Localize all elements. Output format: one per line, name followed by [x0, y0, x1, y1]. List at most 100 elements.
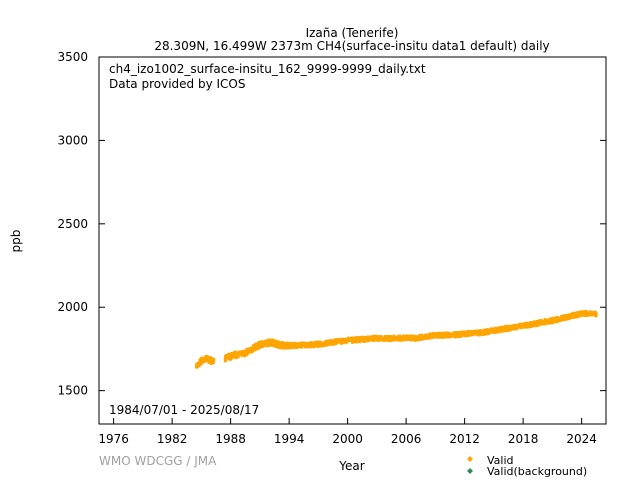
data-point	[455, 336, 457, 338]
provider-label: Data provided by ICOS	[109, 77, 245, 91]
x-axis-label: Year	[338, 459, 364, 473]
data-point	[478, 331, 480, 333]
data-point	[274, 341, 276, 343]
data-point	[391, 337, 393, 339]
data-point	[252, 348, 254, 350]
data-point	[201, 362, 203, 364]
data-point	[422, 338, 424, 340]
data-point	[313, 345, 315, 347]
data-point	[240, 352, 242, 354]
y-tick-label: 3500	[57, 50, 88, 64]
data-points	[195, 310, 598, 369]
data-point	[264, 343, 266, 345]
data-point	[211, 361, 213, 363]
data-point	[321, 344, 323, 346]
data-point	[204, 360, 206, 362]
data-point	[585, 314, 587, 316]
data-point	[517, 324, 519, 326]
data-point	[464, 335, 466, 337]
data-point	[411, 336, 413, 338]
chart: Izaña (Tenerife) 28.309N, 16.499W 2373m …	[0, 0, 640, 480]
data-point	[334, 338, 336, 340]
data-point	[557, 319, 559, 321]
data-point	[405, 335, 407, 337]
data-point	[505, 325, 507, 327]
data-point	[292, 346, 294, 348]
chart-title: Izaña (Tenerife)	[306, 26, 399, 40]
data-point	[234, 350, 236, 352]
data-point	[299, 344, 301, 346]
data-point	[378, 339, 380, 341]
data-point	[450, 332, 452, 334]
data-point	[417, 339, 419, 341]
data-point	[333, 343, 335, 345]
x-tick-label: 2012	[449, 432, 480, 446]
x-axis: 1976 1982 1988 1994 2000 2006 2012 2018 2024	[98, 418, 597, 446]
data-point	[206, 359, 208, 361]
data-point	[494, 331, 496, 333]
data-point	[211, 357, 213, 359]
data-point	[198, 364, 200, 366]
data-point	[254, 347, 256, 349]
data-point	[384, 335, 386, 337]
data-point	[480, 333, 482, 335]
x-tick-label: 2024	[566, 432, 597, 446]
data-point	[278, 341, 280, 343]
data-point	[426, 336, 428, 338]
data-point	[510, 325, 512, 327]
x-tick-label: 2006	[391, 432, 422, 446]
data-point	[581, 314, 583, 316]
data-point	[514, 325, 516, 327]
data-point	[554, 320, 556, 322]
data-point	[304, 346, 306, 348]
data-point	[523, 326, 525, 328]
data-point	[568, 314, 570, 316]
data-point	[561, 315, 563, 317]
data-point	[494, 328, 496, 330]
data-point	[324, 344, 326, 346]
data-point	[360, 337, 362, 339]
y-tick-label: 2500	[57, 217, 88, 231]
data-point	[535, 325, 537, 327]
data-point	[429, 333, 431, 335]
data-point	[310, 341, 312, 343]
data-point	[523, 324, 525, 326]
data-point	[471, 330, 473, 332]
x-tick-label: 1976	[98, 432, 129, 446]
legend-marker-valid	[467, 456, 473, 462]
data-point	[587, 314, 589, 316]
data-point	[424, 334, 426, 336]
x-tick-label: 2000	[332, 432, 363, 446]
x-tick-label: 1988	[215, 432, 246, 446]
filename-label: ch4_izo1002_surface-insitu_162_9999-9999…	[109, 62, 426, 76]
data-point	[231, 357, 233, 359]
data-point	[367, 337, 369, 339]
data-point	[559, 318, 561, 320]
data-point	[380, 337, 382, 339]
data-point	[366, 340, 368, 342]
data-point	[270, 342, 272, 344]
legend-marker-background	[467, 468, 473, 474]
data-point	[314, 342, 316, 344]
x-tick-label: 1994	[274, 432, 305, 446]
data-point	[236, 356, 238, 358]
data-point	[454, 333, 456, 335]
data-point	[468, 331, 470, 333]
data-point	[343, 340, 345, 342]
data-point	[377, 335, 379, 337]
data-point	[577, 312, 579, 314]
data-point	[552, 317, 554, 319]
data-point	[447, 332, 449, 334]
data-point	[284, 347, 286, 349]
data-point	[295, 345, 297, 347]
data-point	[342, 338, 344, 340]
data-point	[438, 335, 440, 337]
data-point	[339, 340, 341, 342]
data-point	[266, 340, 268, 342]
data-point	[402, 339, 404, 341]
data-point	[354, 339, 356, 341]
data-point	[382, 338, 384, 340]
data-point	[389, 339, 391, 341]
data-point	[419, 336, 421, 338]
y-tick-label: 2000	[57, 300, 88, 314]
